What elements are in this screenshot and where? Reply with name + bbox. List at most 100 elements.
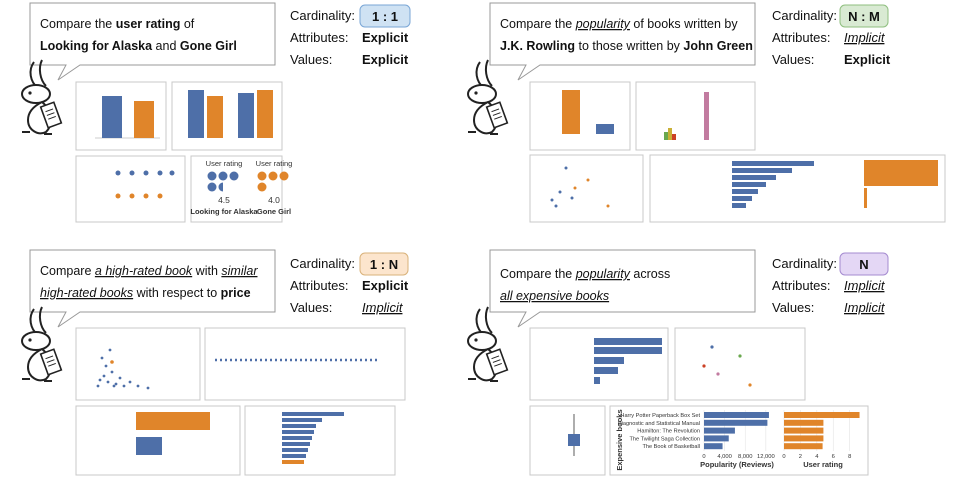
prompt: Compare the popularity of books written … <box>500 17 738 31</box>
badge <box>839 252 889 276</box>
label: Attributes: <box>772 30 831 45</box>
label: Values: <box>290 300 332 315</box>
thumbnail <box>75 81 167 151</box>
bar <box>704 427 735 434</box>
book-label: Gone Girl <box>257 207 291 216</box>
attributes: Explicit <box>362 30 409 45</box>
cardinality: 1 : 1 <box>372 9 398 24</box>
bar <box>704 443 723 450</box>
category-label: The Twilight Saga Collection <box>630 436 700 442</box>
badge <box>839 4 889 28</box>
x-tick-label: 4,000 <box>717 454 732 460</box>
rabbit-icon <box>467 59 509 135</box>
label: Attributes: <box>290 278 349 293</box>
x-tick-label: 8,000 <box>738 454 753 460</box>
prompt-text: price <box>221 286 251 300</box>
category-label: Diagnostic and Statistical Manual <box>618 421 700 427</box>
speech-bubble <box>489 2 756 81</box>
cardinality: N : M <box>848 9 880 24</box>
prompt-text: Gone Girl <box>180 39 237 53</box>
rating-dot <box>218 182 223 192</box>
cardinality: 1 : N <box>370 257 398 272</box>
rating-dot <box>207 171 217 181</box>
bar <box>784 419 824 426</box>
prompt-text: to those written by <box>575 39 683 53</box>
values: Implicit <box>362 300 404 315</box>
prompt: high-rated books with respect to price <box>40 286 251 300</box>
prompt-text: with <box>192 264 221 278</box>
x-tick-label: 6 <box>832 454 835 460</box>
panel: Compare a high-rated book with similar h… <box>21 249 409 476</box>
thumbnail <box>244 405 396 476</box>
x-tick-label: 12,000 <box>757 454 775 460</box>
thumbnail <box>529 154 644 223</box>
values: Explicit <box>844 52 891 67</box>
x-tick-label: 0 <box>702 454 705 460</box>
bar <box>704 412 769 418</box>
thumbnail <box>75 327 201 401</box>
prompt-text: a high-rated book <box>95 264 193 278</box>
bar <box>704 435 729 442</box>
label: Cardinality: <box>290 256 355 271</box>
bar <box>784 427 824 434</box>
prompt-text: popularity <box>575 17 631 31</box>
thumbnail <box>171 81 283 151</box>
rating-dot <box>207 182 217 192</box>
thumbnail <box>649 154 946 223</box>
prompt: Compare the popularity across <box>500 267 670 281</box>
prompt-text: J.K. Rowling <box>500 39 575 53</box>
rating-dot <box>279 171 289 181</box>
thumbnail <box>204 327 406 401</box>
prompt: Compare the user rating of <box>40 17 195 31</box>
x-tick-label: 4 <box>815 454 819 460</box>
prompt-text: and <box>152 39 180 53</box>
value-label: 4.5 <box>218 195 230 205</box>
prompt: Compare a high-rated book with similar <box>40 264 258 278</box>
attributes: Implicit <box>844 278 886 293</box>
panel: Compare the user rating of Looking for A… <box>21 2 411 223</box>
thumbnail <box>529 327 669 401</box>
thumbnail <box>674 327 806 401</box>
category-label: The Book of Basketball <box>642 444 700 450</box>
label: Cardinality: <box>772 8 837 23</box>
label: Cardinality: <box>772 256 837 271</box>
rating-dot <box>268 171 278 181</box>
x-tick-label: 8 <box>848 454 851 460</box>
attributes: Implicit <box>844 30 886 45</box>
attributes: Explicit <box>362 278 409 293</box>
panel: Compare the popularity of books written … <box>467 2 946 223</box>
category-label: Harry Potter Paperback Box Set <box>620 413 700 419</box>
rabbit-icon <box>21 59 63 135</box>
prompt-text: of books written by <box>630 17 738 31</box>
values: Implicit <box>844 300 886 315</box>
prompt: Looking for Alaska and Gone Girl <box>40 39 237 53</box>
prompt-text: across <box>630 267 670 281</box>
panel: Compare the popularity across all expens… <box>467 249 889 476</box>
prompt-text: high-rated books <box>40 286 133 300</box>
prompt-text: Looking for Alaska <box>40 39 153 53</box>
category-label: Hamilton: The Revolution <box>637 429 700 435</box>
label: Values: <box>290 52 332 67</box>
prompt-text: user rating <box>116 17 181 31</box>
glyph-title: User rating <box>256 159 293 168</box>
thumbnail <box>75 155 186 223</box>
cardinality: N <box>859 257 868 272</box>
rabbit-icon <box>21 306 63 382</box>
badge <box>359 252 409 276</box>
book-label: Looking for Alaska <box>190 207 258 216</box>
prompt: all expensive books <box>500 289 609 303</box>
prompt-text: all expensive books <box>500 289 609 303</box>
prompt-text: similar <box>221 264 258 278</box>
bar <box>784 412 860 418</box>
rating-dot <box>218 171 228 181</box>
prompt-text: Compare the <box>500 17 576 31</box>
thumbnail <box>529 405 606 476</box>
bar <box>784 435 824 442</box>
glyph-title: User rating <box>206 159 243 168</box>
thumbnail <box>529 81 631 151</box>
x-axis-label: User rating <box>803 460 843 469</box>
thumbnail <box>75 405 241 476</box>
values: Explicit <box>362 52 409 67</box>
